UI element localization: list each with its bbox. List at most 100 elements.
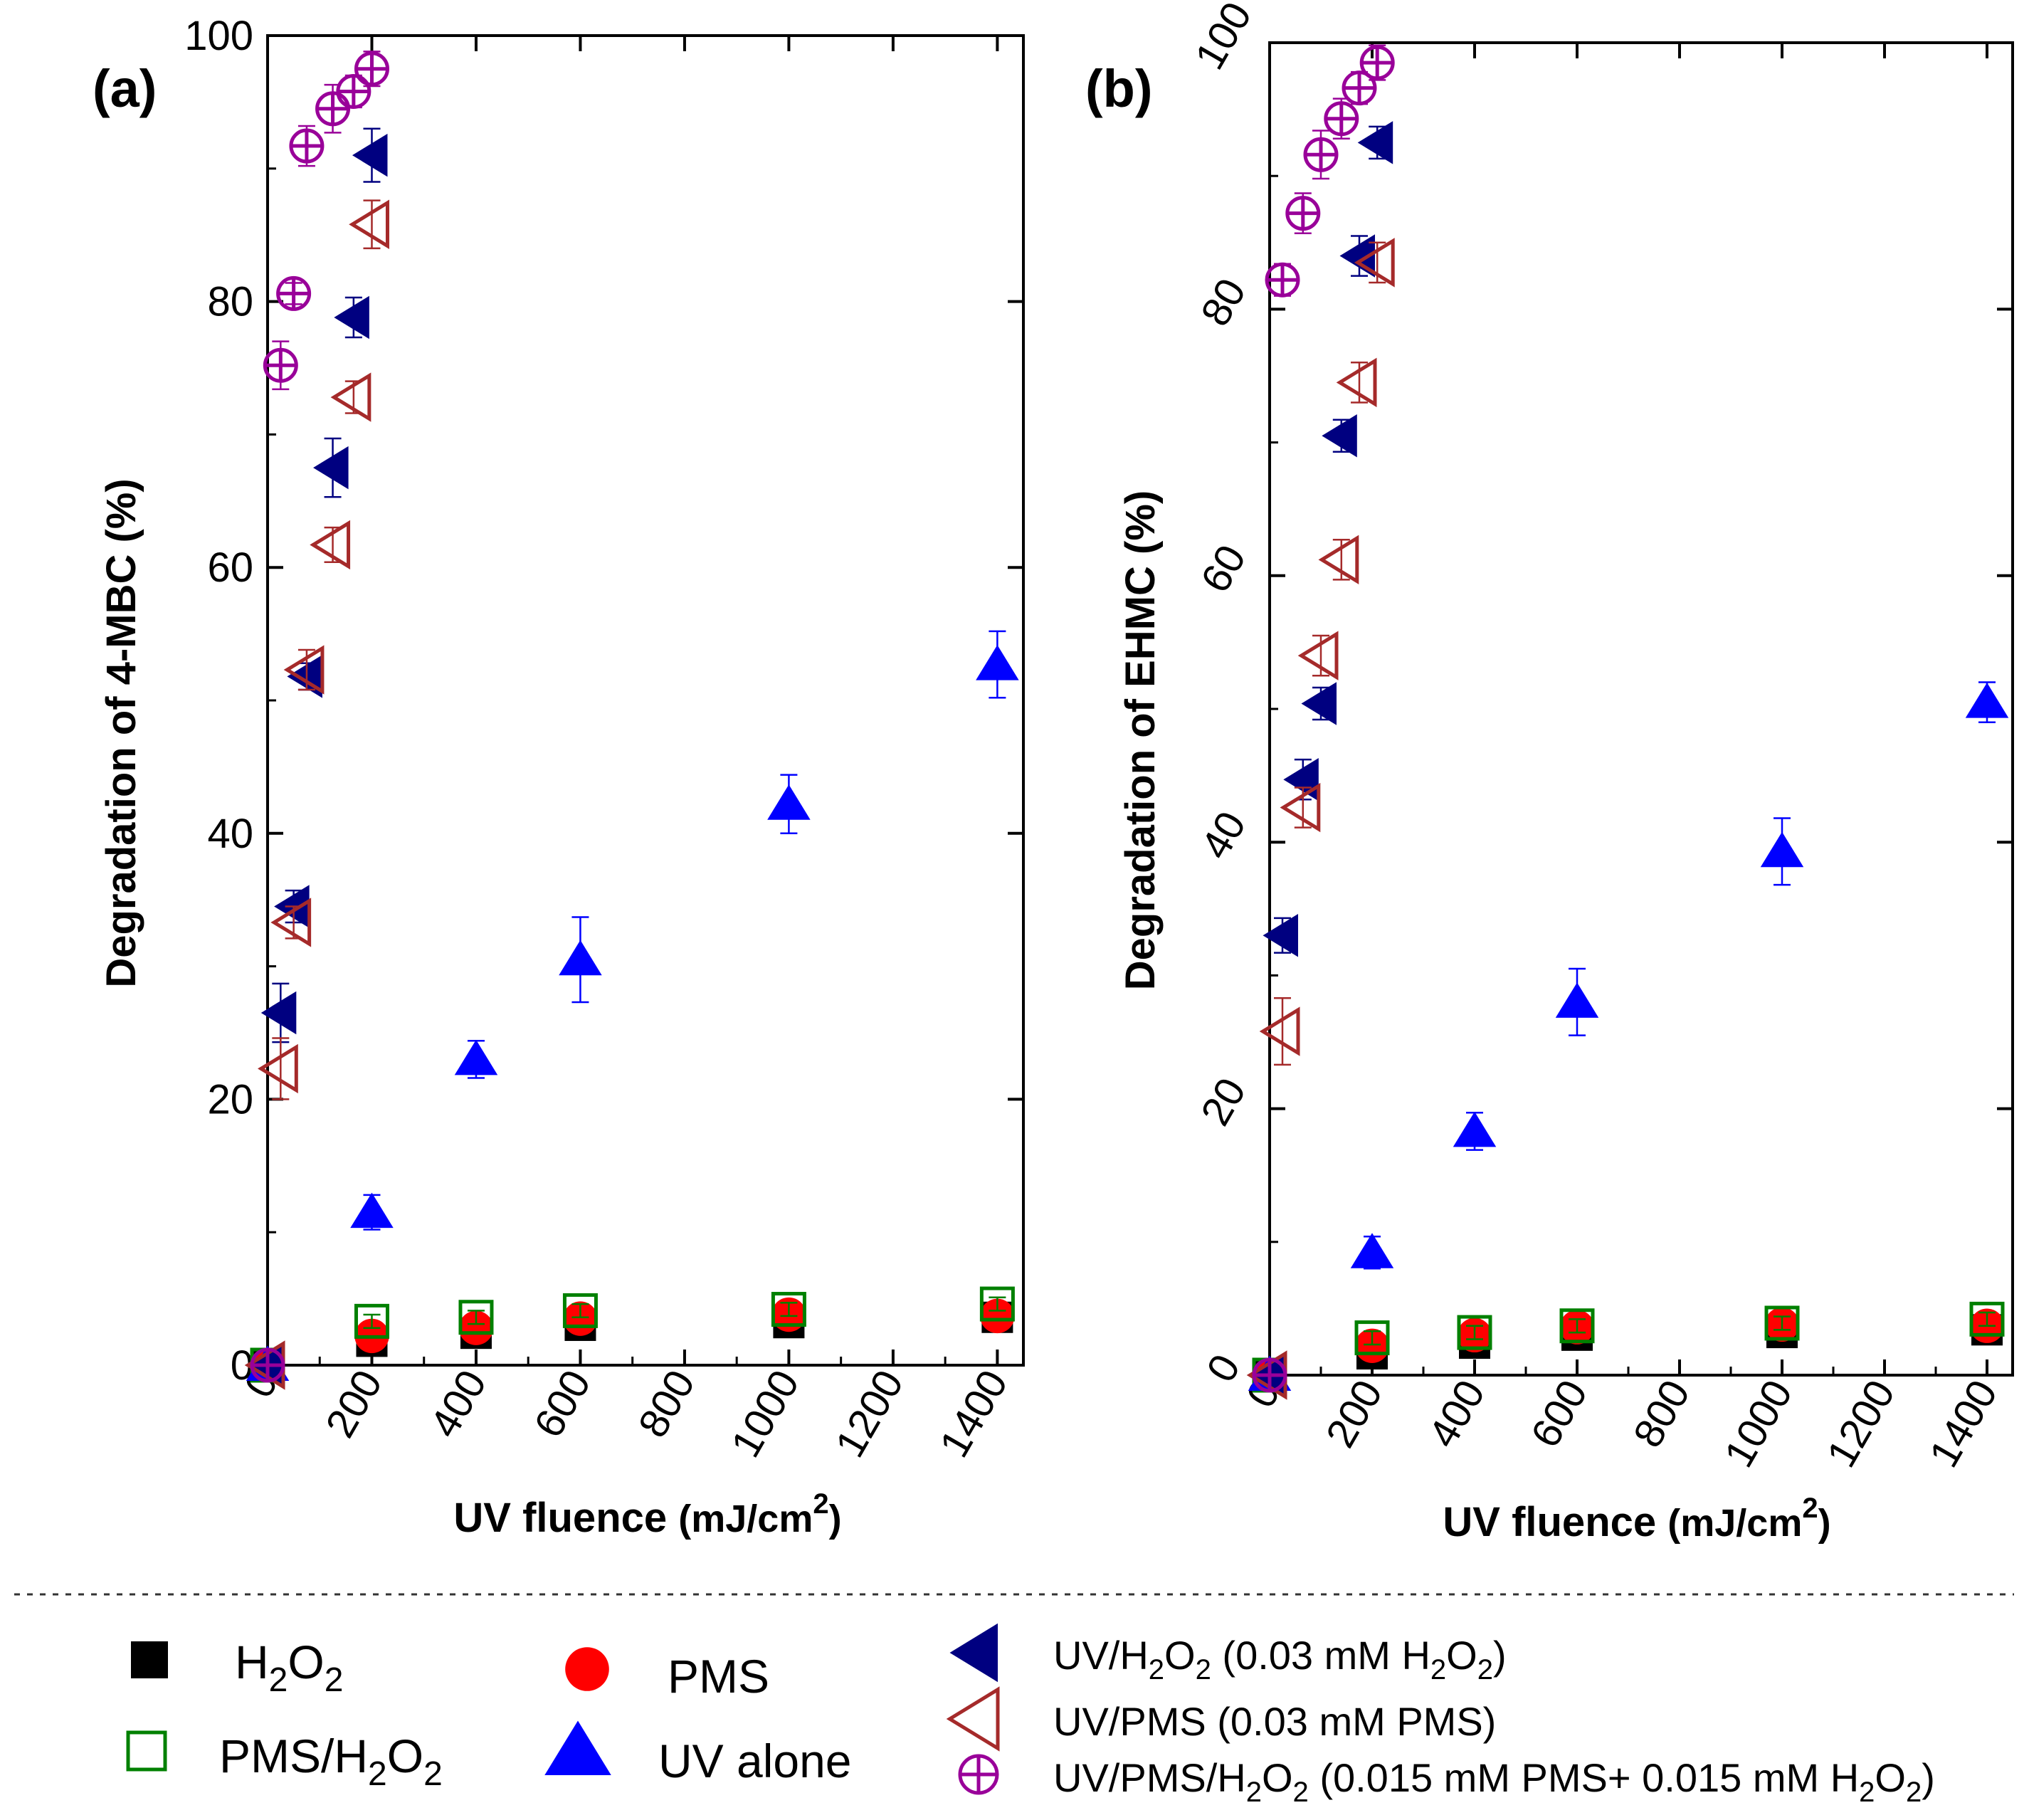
panel-a-x-tick-label: 200 [317,1362,391,1445]
panel-a-chart: (a) Degradation of 4-MBC (%) UV fluence … [93,13,1025,1541]
legend: H2O2 PMS/H2O2 PMS UV alone UV/H2O2 (0.03… [126,1623,1935,1808]
data-point [349,199,389,249]
panel-b-series-uv-pms [1246,238,1395,1400]
panel-a-y-tick-label: 20 [207,1076,253,1122]
legend-symbol-uv-alone [544,1720,611,1775]
data-point [454,1039,498,1075]
data-point [1285,196,1321,231]
data-point [336,73,371,109]
panel-b-y-tick-label: 60 [1192,537,1255,600]
data-point [1263,913,1298,957]
legend-label-uv-pms-h2o2: UV/PMS/H2O2 (0.015 mM PMS+ 0.015 mM H2O2… [1053,1755,1935,1808]
data-point [313,446,349,490]
data-point [458,1310,494,1345]
panel-a-y-tick-label: 60 [207,545,253,591]
panel-b-x-axis-title-main: UV fluence [1443,1499,1656,1545]
data-point [1764,1305,1800,1341]
error-bar [1774,1315,1791,1331]
error-bar [571,1303,589,1319]
data-point [1342,70,1377,106]
data-point [1350,1233,1394,1268]
panel-b-y-tick-label: 40 [1192,804,1255,866]
data-point [263,347,298,383]
error-bar [1364,1330,1381,1346]
data-point [559,940,602,976]
panel-b-y-tick-label: 100 [1186,0,1261,77]
panel-b-x-tick-label: 200 [1317,1372,1392,1455]
legend-symbol-uv-h2o2 [949,1623,998,1683]
data-point [258,1043,298,1094]
panel-a-x-axis-title: UV fluence (mJ/cm2) [453,1488,841,1541]
legend-label-uv-h2o2: UV/H2O2 (0.03 mM H2O2) [1053,1633,1507,1685]
panel-a-y-tick-label: 80 [207,279,253,325]
data-point [976,645,1019,680]
data-point [1265,262,1300,298]
data-point [354,51,389,87]
panel-b-x-tick-label: 1200 [1818,1372,1904,1475]
data-point [287,655,322,698]
data-point [334,295,369,340]
data-point [260,991,297,1035]
data-point [310,520,351,570]
legend-item-uv-pms-h2o2: UV/PMS/H2O2 (0.015 mM PMS+ 0.015 mM H2O2… [958,1754,1935,1808]
data-point [1280,782,1321,833]
data-point [354,1303,389,1339]
legend-item-pms-h2o2: PMS/H2O2 [126,1730,443,1793]
legend-marker-h2o2 [131,1641,168,1678]
panel-a-plot-frame [266,34,1025,1367]
legend-marker-uv-alone [544,1720,611,1775]
panel-a-y-tick-label: 100 [184,13,253,59]
panel-a-series-uv-alone [246,630,1019,1381]
error-bar [363,199,381,250]
data-point [1354,238,1395,288]
panel-a-x-tick-label: 1000 [722,1362,808,1465]
legend-label-pms: PMS [668,1650,769,1703]
data-point [250,1347,285,1383]
data-point [1559,1308,1595,1344]
legend-label-pms-h2o2: PMS/H2O2 [219,1730,443,1793]
error-bar [1274,996,1291,1066]
data-point [330,372,371,422]
data-point [1453,1111,1497,1147]
panel-a-label: (a) [93,59,157,118]
error-bar [467,1310,485,1325]
panel-b-series-uv-alone [1248,681,2009,1391]
data-point [1457,1315,1492,1350]
panel-a-x-tick-label: 400 [421,1362,496,1445]
data-point [283,645,325,695]
data-point [562,1293,598,1328]
legend-item-uv-pms: UV/PMS (0.03 mM PMS) [946,1686,1496,1752]
legend-marker-uv-h2o2 [949,1623,998,1683]
error-bar [1978,1311,1996,1327]
panel-b-y-axis-title: Degradation of EHMC (%) [1117,490,1164,990]
panel-a-y-tick-label: 40 [207,811,253,857]
panel-b-y-tick-label: 80 [1192,270,1255,333]
legend-symbol-uv-pms [946,1686,1000,1752]
panel-b-y-tick-label: 0 [1198,1347,1249,1389]
data-point [350,1192,394,1229]
panel-b-label: (b) [1085,59,1153,118]
error-bar [363,1313,381,1329]
legend-item-h2o2: H2O2 [131,1636,343,1699]
panel-a-x-tick-label: 1200 [826,1362,912,1465]
legend-symbol-pms [565,1647,609,1691]
legend-symbol-uv-pms-h2o2 [958,1754,999,1795]
panel-b-x-tick-label: 600 [1522,1372,1597,1455]
panel-b-x-axis-title-close: ) [1818,1502,1831,1545]
legend-item-uv-h2o2: UV/H2O2 (0.03 mM H2O2) [949,1623,1507,1685]
legend-label-uv-alone: UV alone [658,1735,852,1787]
legend-marker-pms [565,1647,609,1691]
data-point [979,1286,1015,1322]
data-point [980,1298,1015,1334]
panel-a-x-tick-label: 600 [525,1362,600,1445]
panel-b-x-tick-label: 400 [1420,1372,1495,1455]
error-bar [780,1301,798,1317]
panel-b-x-tick-label: 800 [1625,1372,1699,1455]
panel-a-series-uv-pms-h2o2 [250,51,389,1383]
error-bar [1466,1325,1483,1340]
error-bar [1569,1318,1586,1334]
legend-marker-pms-h2o2 [126,1730,167,1772]
data-point [1354,1320,1390,1356]
data-point [1555,982,1599,1018]
panel-a-x-axis-title-main: UV fluence [453,1495,667,1541]
